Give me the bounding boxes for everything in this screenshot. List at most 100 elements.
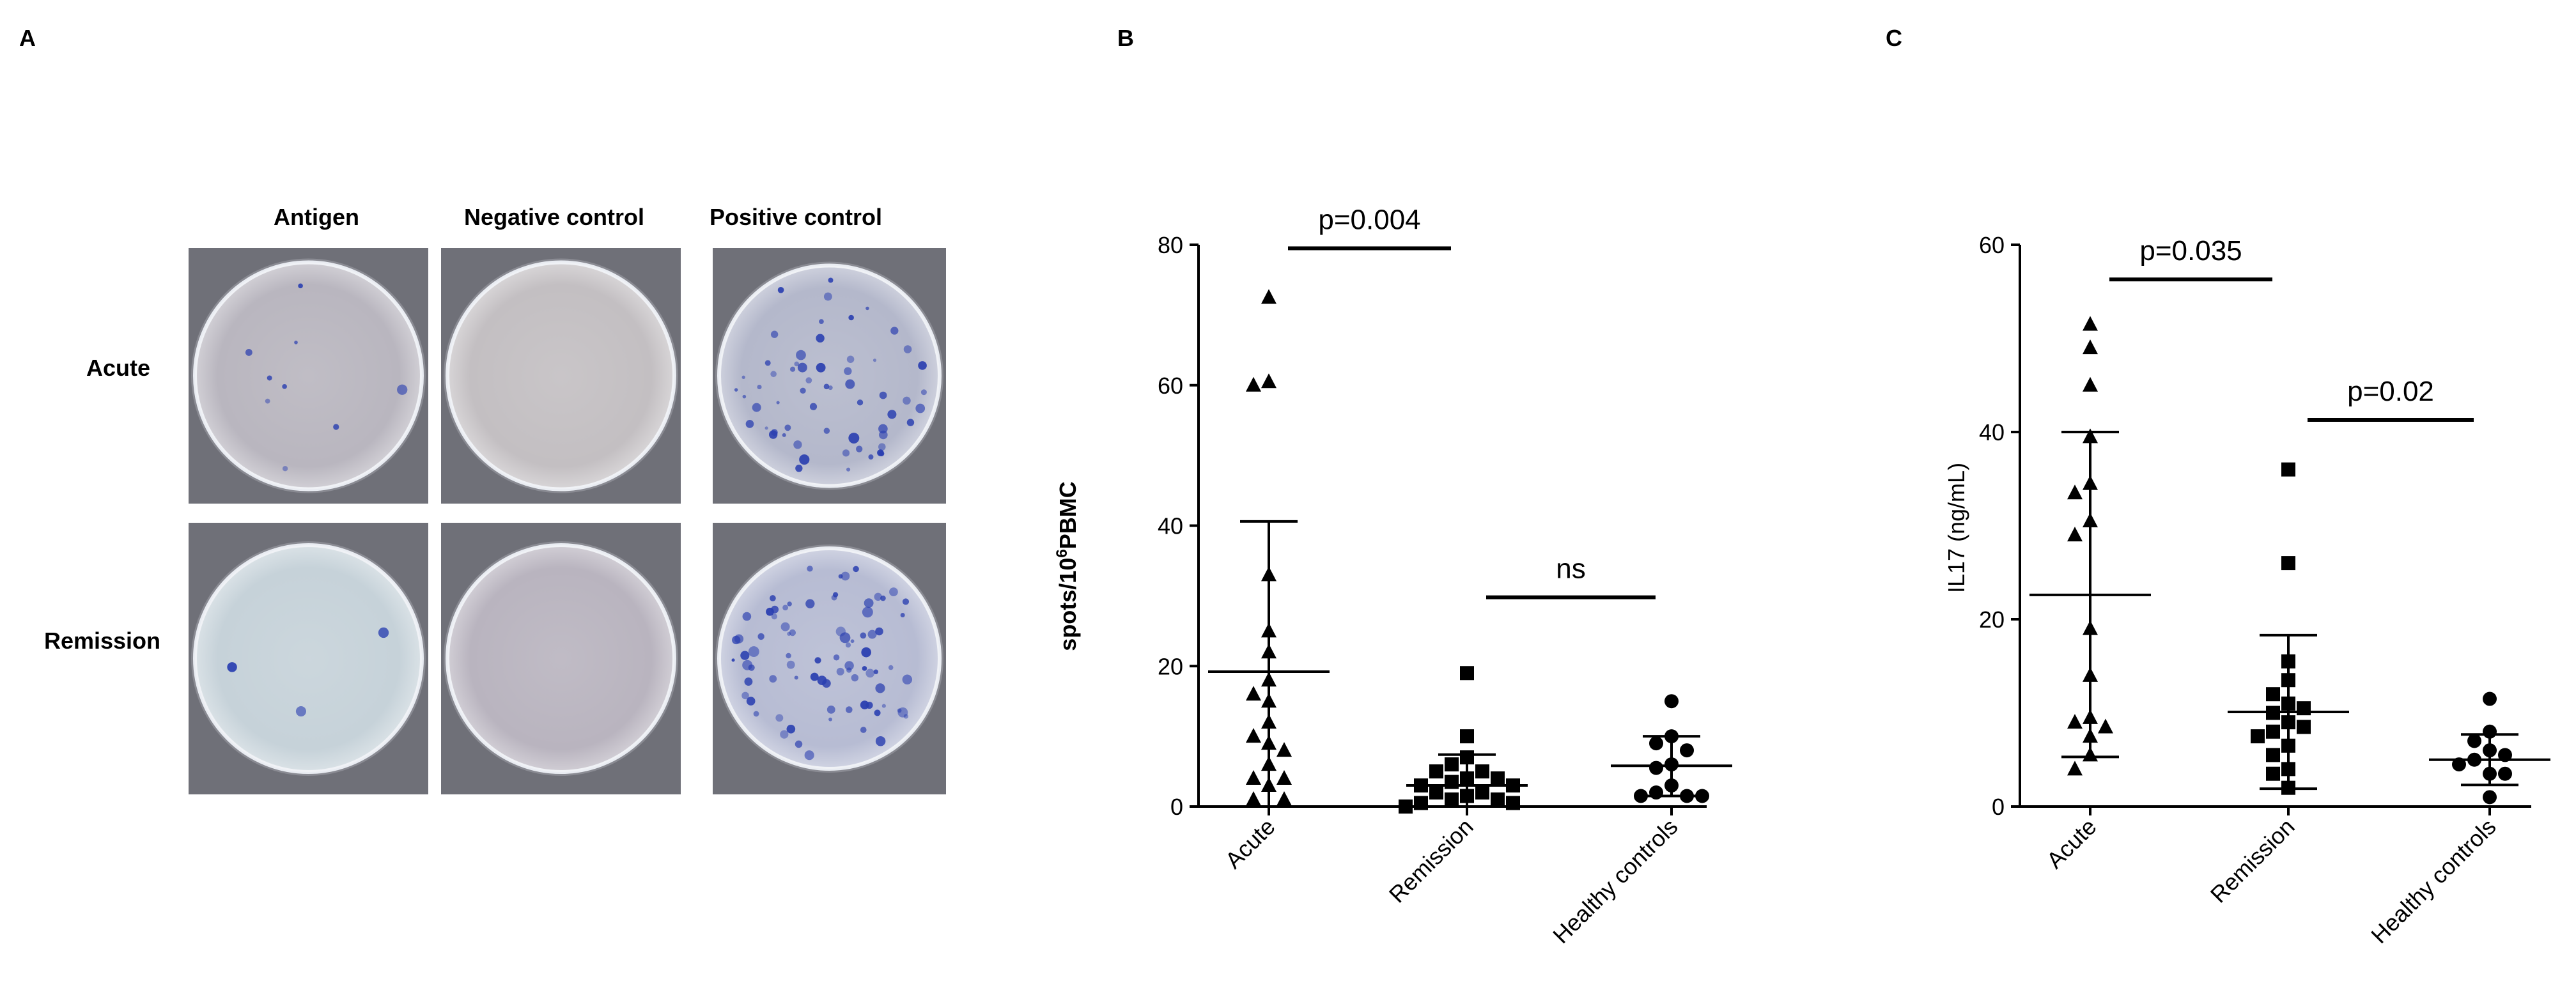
ifn-spot	[902, 674, 913, 685]
ifn-spot	[752, 403, 761, 412]
data-point	[1491, 792, 1505, 807]
x-tick-label: Acute	[2042, 814, 2102, 874]
series-healthy-controls	[2429, 691, 2550, 805]
y-tick-label: 0	[1992, 794, 2005, 820]
ifn-spot	[856, 445, 863, 452]
ifn-spot	[868, 454, 874, 460]
ifn-spot	[793, 440, 802, 449]
p-value-label: ns	[1556, 553, 1585, 585]
ifn-spot	[853, 566, 859, 573]
data-point	[1261, 622, 1276, 638]
ifn-spot	[831, 594, 837, 601]
ifn-spot	[789, 629, 796, 637]
ifn-spot	[782, 433, 786, 437]
ifn-spot	[906, 419, 915, 426]
ifn-spot	[766, 607, 774, 616]
ifn-spot	[744, 677, 753, 686]
ifn-spot	[903, 396, 911, 405]
ifn-spot	[835, 626, 846, 637]
ifn-spot	[816, 362, 826, 373]
ifn-spot	[794, 676, 798, 680]
ifn-spot	[745, 420, 754, 428]
ifn-spot	[844, 367, 852, 375]
ifn-spot	[873, 359, 877, 362]
data-point	[1506, 796, 1520, 810]
ifn-spot	[887, 410, 897, 419]
ifn-spot	[768, 430, 778, 439]
y-tick-label: 40	[1158, 513, 1183, 539]
panel-label-a: A	[19, 25, 36, 51]
data-point	[1261, 735, 1276, 750]
data-point	[1460, 750, 1474, 765]
data-point	[1261, 672, 1276, 687]
data-point	[1276, 791, 1292, 807]
data-point	[2281, 780, 2295, 795]
ifn-spot	[770, 330, 779, 338]
ifn-spot	[780, 730, 789, 739]
ifn-spot	[879, 391, 887, 399]
data-point	[1261, 756, 1276, 771]
well-shading	[447, 545, 674, 772]
well-image	[713, 523, 946, 794]
data-point	[2067, 761, 2083, 776]
p-value-label: p=0.02	[2347, 376, 2434, 407]
ifn-spot	[862, 606, 873, 618]
ifn-spot	[848, 433, 860, 444]
data-point	[1246, 376, 1261, 392]
ifn-spot	[890, 327, 899, 335]
data-point	[2498, 748, 2512, 762]
ifn-spot	[799, 454, 810, 465]
ifn-spot	[757, 384, 762, 390]
ifn-spot	[814, 657, 821, 664]
data-point	[2067, 484, 2083, 500]
data-point	[1460, 666, 1474, 681]
y-tick-label: 20	[1158, 653, 1183, 679]
ifn-spot	[753, 711, 759, 717]
column-header-positive-control: Positive control	[710, 204, 882, 230]
ifn-spot	[784, 424, 791, 431]
panel-c: C IL17 (ng/mL) 0 20 40 60 Acute Remission Heal…	[1886, 25, 2550, 948]
y-axis-label-b-sup: 6	[1053, 549, 1071, 557]
row-header-remission: Remission	[44, 628, 160, 654]
ifn-spot	[826, 705, 835, 714]
data-point	[1414, 796, 1428, 810]
data-point	[2266, 724, 2280, 739]
ifn-spot	[805, 377, 812, 384]
data-point	[1491, 771, 1505, 786]
ifn-spot	[857, 399, 864, 406]
ifn-spot	[764, 426, 768, 430]
ifn-spot	[875, 736, 886, 746]
well-grid	[189, 248, 946, 794]
ifn-spot	[865, 306, 869, 311]
data-point	[2067, 714, 2083, 729]
data-point	[2281, 462, 2295, 477]
ifn-spot	[757, 633, 764, 640]
data-point	[1664, 729, 1679, 744]
ifn-spot	[809, 403, 818, 410]
data-point	[2266, 748, 2280, 762]
ifn-spot	[842, 449, 850, 457]
ifn-spot	[823, 383, 830, 390]
data-point	[1680, 789, 1694, 803]
data-point	[1680, 743, 1694, 758]
data-point	[2083, 376, 2098, 392]
data-point	[1276, 742, 1292, 757]
well-shading	[195, 545, 422, 772]
data-point	[2083, 746, 2098, 762]
panel-label-b: B	[1117, 25, 1134, 51]
ifn-spot	[878, 443, 886, 451]
ifn-spot	[378, 627, 389, 638]
ifn-spot	[789, 366, 796, 372]
data-point	[1649, 761, 1663, 775]
ifn-spot	[786, 653, 791, 659]
data-point	[2083, 339, 2098, 355]
ifn-spot	[771, 614, 777, 620]
ifn-spot	[294, 341, 298, 344]
ifn-spot	[741, 375, 745, 380]
y-tick-label: 20	[1979, 606, 2005, 633]
ifn-spot	[828, 277, 834, 283]
data-point	[2083, 709, 2098, 724]
ifn-spot	[851, 674, 859, 682]
y-axis-label-b: spots/106PBMC	[1053, 481, 1081, 651]
ifn-spot	[804, 750, 814, 761]
